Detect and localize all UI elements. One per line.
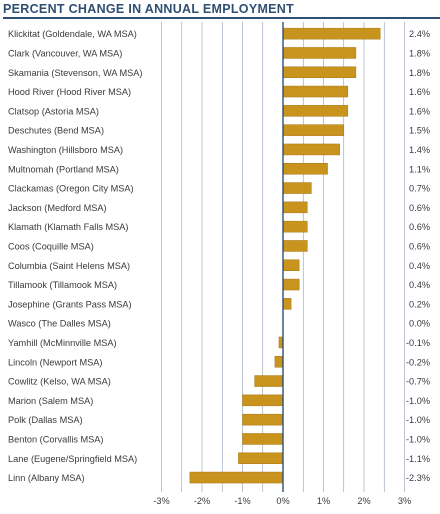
value-label: 1.4% xyxy=(409,145,430,155)
value-label: -1.0% xyxy=(406,396,430,406)
value-label: -0.1% xyxy=(406,338,430,348)
value-label: 1.8% xyxy=(409,48,430,58)
category-label: Columbia (Saint Helens MSA) xyxy=(8,261,130,271)
bar xyxy=(242,394,284,407)
bar xyxy=(274,356,284,368)
chart-title: PERCENT CHANGE IN ANNUAL EMPLOYMENT xyxy=(3,2,295,16)
bar xyxy=(282,220,308,233)
value-label: 0.7% xyxy=(409,184,430,194)
bar xyxy=(282,259,300,271)
value-label: 0.2% xyxy=(409,299,430,309)
value-label: 0.4% xyxy=(409,280,430,290)
category-label: Benton (Corvallis MSA) xyxy=(8,434,103,444)
bar xyxy=(282,124,344,136)
category-label: Linn (Albany MSA) xyxy=(8,473,85,483)
x-tick-label: 0% xyxy=(276,496,289,506)
value-label: -0.2% xyxy=(406,357,430,367)
category-label: Tillamook (Tillamook MSA) xyxy=(8,280,117,290)
category-label: Deschutes (Bend MSA) xyxy=(8,126,104,136)
category-label: Clark (Vancouver, WA MSA) xyxy=(8,48,122,58)
bar xyxy=(242,433,284,445)
bar xyxy=(282,201,308,214)
value-label: -1.0% xyxy=(406,434,430,444)
bar xyxy=(282,66,357,78)
bar xyxy=(282,163,328,175)
category-label: Multnomah (Portland MSA) xyxy=(8,164,119,174)
x-tick-label: 2% xyxy=(357,496,370,506)
value-label: 0.6% xyxy=(409,241,430,251)
bar xyxy=(254,375,284,387)
category-label: Lane (Eugene/Springfield MSA) xyxy=(8,454,137,464)
value-label: 0.6% xyxy=(409,222,430,232)
bar xyxy=(282,240,308,252)
value-label: 2.4% xyxy=(409,29,430,39)
bar xyxy=(282,143,340,156)
category-label: Marion (Salem MSA) xyxy=(8,396,93,406)
bar xyxy=(282,85,349,98)
value-label: 1.6% xyxy=(409,87,430,97)
x-tick-label: -2% xyxy=(194,496,210,506)
value-label: 1.1% xyxy=(409,164,430,174)
value-label: -1.0% xyxy=(406,415,430,425)
value-label: 1.8% xyxy=(409,68,430,78)
value-label: 1.6% xyxy=(409,106,430,116)
category-label: Washington (Hillsboro MSA) xyxy=(8,145,123,155)
value-label: 0.4% xyxy=(409,261,430,271)
x-tick-label: -3% xyxy=(153,496,169,506)
category-label: Coos (Coquille MSA) xyxy=(8,241,94,251)
category-label: Polk (Dallas MSA) xyxy=(8,415,83,425)
bar xyxy=(242,413,284,426)
category-label: Clatsop (Astoria MSA) xyxy=(8,106,99,116)
value-label: 1.5% xyxy=(409,126,430,136)
title-underline xyxy=(3,17,440,19)
category-label: Wasco (The Dalles MSA) xyxy=(8,319,111,329)
bar xyxy=(238,452,284,464)
category-label: Jackson (Medford MSA) xyxy=(8,203,107,213)
bar xyxy=(282,182,312,194)
bar xyxy=(282,27,381,40)
category-label: Skamania (Stevenson, WA MSA) xyxy=(8,68,142,78)
category-label: Josephine (Grants Pass MSA) xyxy=(8,299,132,309)
category-label: Klickitat (Goldendale, WA MSA) xyxy=(8,29,137,39)
value-label: -0.7% xyxy=(406,377,430,387)
category-label: Clackamas (Oregon City MSA) xyxy=(8,184,134,194)
bar xyxy=(282,105,349,117)
value-label: -1.1% xyxy=(406,454,430,464)
bar xyxy=(282,298,292,310)
x-tick-label: 1% xyxy=(317,496,330,506)
category-label: Hood River (Hood River MSA) xyxy=(8,87,131,97)
bar xyxy=(282,47,357,59)
category-label: Cowlitz (Kelso, WA MSA) xyxy=(8,377,111,387)
value-label: -2.3% xyxy=(406,473,430,483)
value-label: 0.0% xyxy=(409,319,430,329)
x-tick-label: 3% xyxy=(398,496,411,506)
bar xyxy=(282,278,300,291)
category-label: Yamhill (McMinnville MSA) xyxy=(8,338,117,348)
category-label: Klamath (Klamath Falls MSA) xyxy=(8,222,129,232)
bar xyxy=(189,471,284,484)
category-label: Lincoln (Newport MSA) xyxy=(8,357,102,367)
x-tick-label: -1% xyxy=(234,496,250,506)
value-label: 0.6% xyxy=(409,203,430,213)
